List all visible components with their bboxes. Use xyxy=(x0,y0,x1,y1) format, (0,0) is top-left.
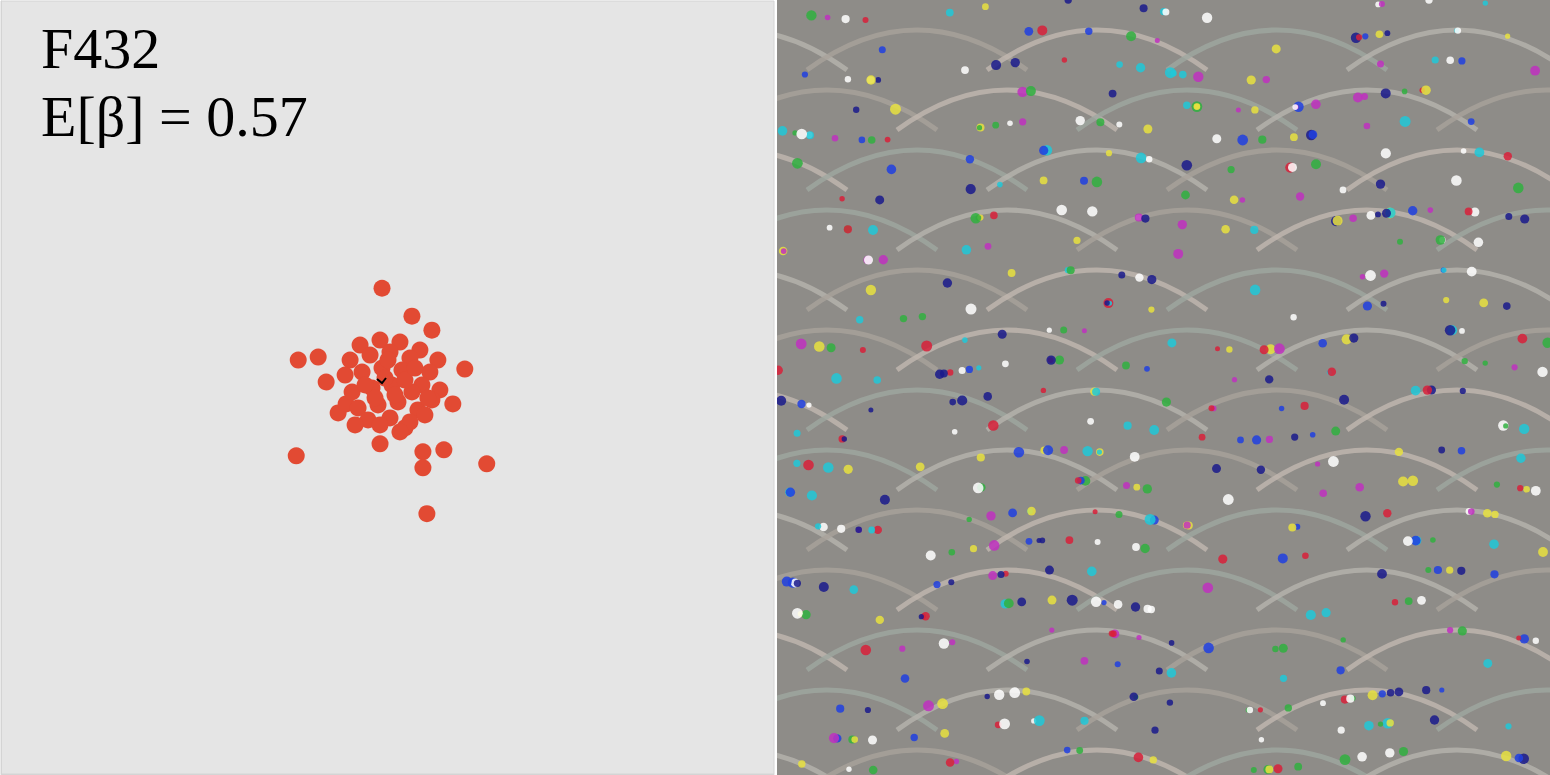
svg-text:F432: F432 xyxy=(41,16,160,81)
svg-text:E[β] = 0.57: E[β] = 0.57 xyxy=(41,84,308,149)
